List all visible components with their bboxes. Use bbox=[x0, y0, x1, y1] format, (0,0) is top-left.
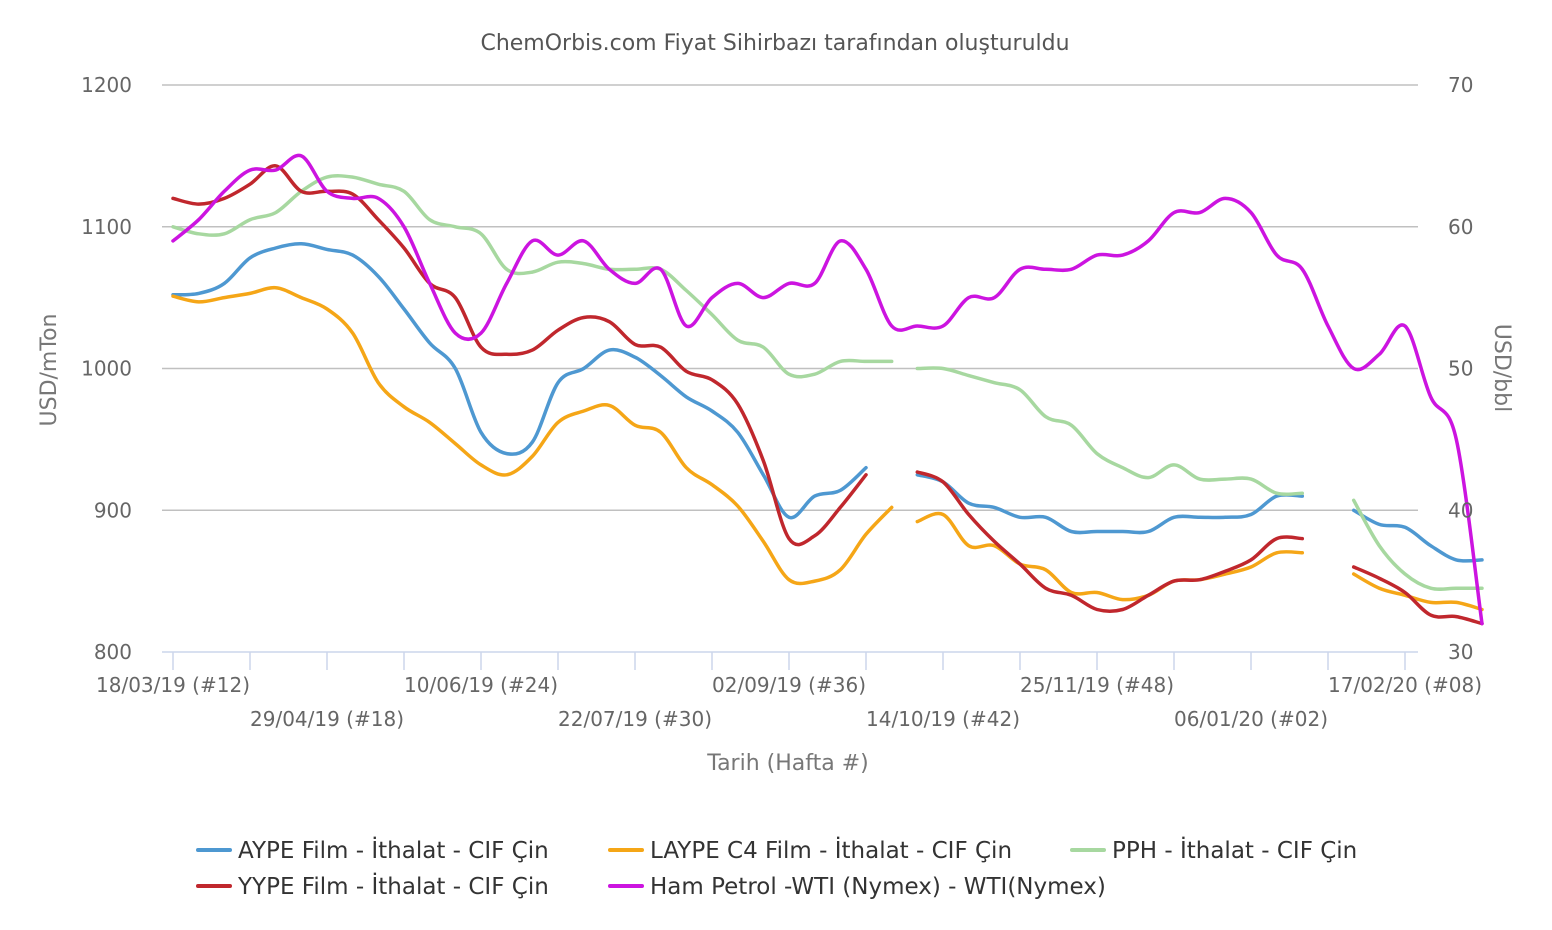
x-tick-label: 02/09/19 (#36) bbox=[712, 673, 866, 697]
y-right-tick-label: 30 bbox=[1448, 640, 1473, 664]
legend-item[interactable]: AYPE Film - İthalat - CIF Çin bbox=[196, 836, 549, 864]
chart-title: ChemOrbis.com Fiyat Sihirbazı tarafından… bbox=[480, 31, 1069, 56]
legend-label: YYPE Film - İthalat - CIF Çin bbox=[237, 872, 549, 900]
series-line bbox=[171, 285, 894, 586]
series-3 bbox=[171, 174, 1484, 592]
series-line bbox=[915, 470, 1305, 613]
y-left-tick-label: 900 bbox=[94, 498, 132, 522]
series-line bbox=[171, 153, 1484, 626]
y-right-tick-label: 40 bbox=[1448, 498, 1473, 522]
series-4 bbox=[171, 164, 1484, 626]
legend-item[interactable]: YYPE Film - İthalat - CIF Çin bbox=[196, 872, 549, 900]
x-tick-label: 22/07/19 (#30) bbox=[558, 707, 712, 731]
series-line bbox=[171, 174, 894, 379]
legend-label: Ham Petrol -WTI (Nymex) - WTI(Nymex) bbox=[650, 874, 1106, 900]
x-tick-label: 18/03/19 (#12) bbox=[96, 673, 250, 697]
series-line bbox=[915, 366, 1305, 497]
x-tick-label: 17/02/20 (#08) bbox=[1328, 673, 1482, 697]
y-right-tick-label: 70 bbox=[1448, 73, 1473, 97]
y-left-tick-label: 1100 bbox=[81, 215, 132, 239]
legend-label: PPH - İthalat - CIF Çin bbox=[1112, 836, 1357, 864]
series-line bbox=[1351, 508, 1484, 563]
legend-item[interactable]: LAYPE C4 Film - İthalat - CIF Çin bbox=[608, 836, 1012, 864]
grid-lines bbox=[162, 84, 1418, 511]
series-1 bbox=[171, 242, 1484, 563]
legend-item[interactable]: Ham Petrol -WTI (Nymex) - WTI(Nymex) bbox=[608, 874, 1106, 900]
series-line bbox=[171, 242, 868, 520]
series-5 bbox=[171, 153, 1484, 626]
series-line bbox=[1351, 498, 1484, 592]
y-axis-right-label: USD/bbl bbox=[1489, 324, 1514, 412]
legend-label: LAYPE C4 Film - İthalat - CIF Çin bbox=[650, 836, 1012, 864]
x-axis bbox=[162, 651, 1418, 670]
series-line bbox=[915, 511, 1305, 602]
y-left-tick-label: 1200 bbox=[81, 73, 132, 97]
series-line bbox=[1351, 565, 1484, 626]
tick-labels: 800 900 1000 1100 1200 30 40 50 60 70 18/03/19 (#1… bbox=[81, 73, 1482, 731]
x-axis-label: Tarih (Hafta #) bbox=[706, 751, 868, 776]
x-tick-label: 14/10/19 (#42) bbox=[866, 707, 1020, 731]
x-tick-label: 25/11/19 (#48) bbox=[1020, 673, 1174, 697]
x-tick-label: 29/04/19 (#18) bbox=[250, 707, 404, 731]
legend-label: AYPE Film - İthalat - CIF Çin bbox=[238, 836, 549, 864]
x-tick-label: 06/01/20 (#02) bbox=[1174, 707, 1328, 731]
series-line bbox=[915, 473, 1305, 535]
x-tick-label: 10/06/19 (#24) bbox=[404, 673, 558, 697]
y-axis-left-label: USD/mTon bbox=[37, 314, 62, 427]
y-left-tick-label: 800 bbox=[94, 640, 132, 664]
series-lines bbox=[171, 153, 1484, 626]
y-right-tick-label: 60 bbox=[1448, 215, 1473, 239]
legend: AYPE Film - İthalat - CIF Çin LAYPE C4 Fi… bbox=[196, 836, 1357, 900]
y-right-tick-label: 50 bbox=[1448, 357, 1473, 381]
legend-item[interactable]: PPH - İthalat - CIF Çin bbox=[1070, 836, 1357, 864]
series-line bbox=[171, 164, 868, 547]
y-left-tick-label: 1000 bbox=[81, 357, 132, 381]
series-line bbox=[1351, 572, 1484, 612]
series-2 bbox=[171, 285, 1484, 612]
